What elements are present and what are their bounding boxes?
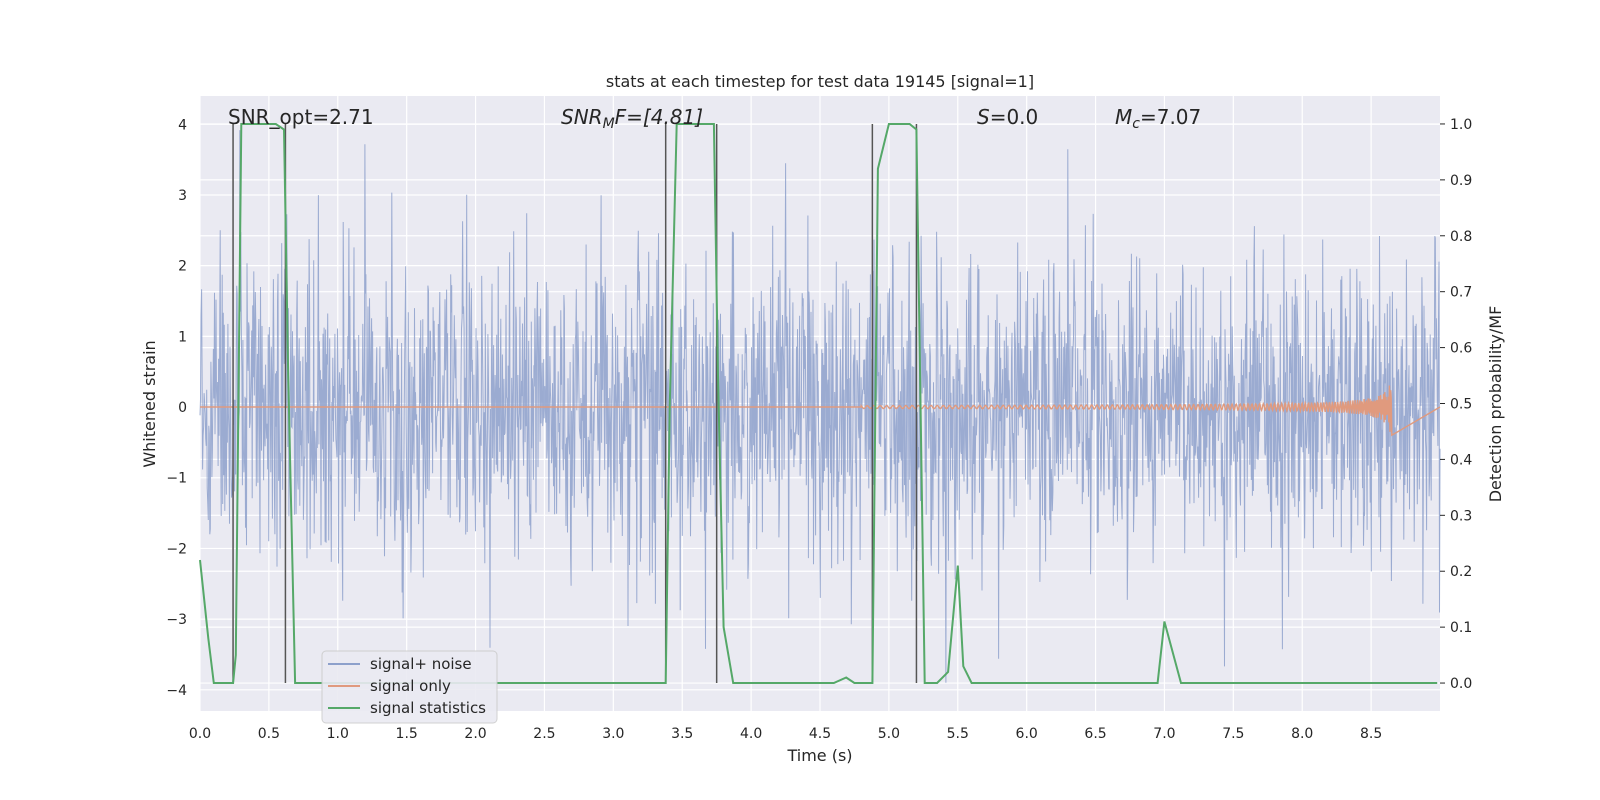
x-tick-label: 5.0 xyxy=(878,726,900,742)
y-axis-label-left: Whitened strain xyxy=(140,340,159,467)
y-tick-label-right: 0.1 xyxy=(1450,620,1472,636)
y-tick-label-right: 0.3 xyxy=(1450,508,1472,524)
x-tick-label: 0.0 xyxy=(189,726,211,742)
x-axis-label: Time (s) xyxy=(786,746,852,765)
y-tick-labels-right: 0.0 0.1 0.2 0.3 0.4 0.5 0.6 0.7 0.8 0.9 1.0 xyxy=(1440,117,1472,692)
y-tick-label-left: −2 xyxy=(166,541,187,557)
x-tick-label: 6.5 xyxy=(1084,726,1106,742)
y-tick-label-right: 0.8 xyxy=(1450,229,1472,245)
chart-title: stats at each timestep for test data 191… xyxy=(606,72,1034,91)
x-tick-label: 4.0 xyxy=(740,726,762,742)
annotation-snr-opt: SNR_opt=2.71 xyxy=(228,105,374,129)
legend-label-stats: signal statistics xyxy=(370,699,486,717)
x-tick-label: 7.5 xyxy=(1222,726,1244,742)
y-tick-label-right: 0.0 xyxy=(1450,676,1472,692)
annotation-snr-mf: SNRMF=[4.81] xyxy=(561,105,703,132)
y-tick-label-left: 1 xyxy=(178,329,187,345)
grid xyxy=(199,96,1440,711)
x-tick-label: 3.5 xyxy=(671,726,693,742)
legend: signal+ noise signal only signal statist… xyxy=(321,650,498,724)
legend-label-noise: signal+ noise xyxy=(370,655,472,673)
vertical-markers xyxy=(232,123,918,684)
x-tick-labels: 0.0 0.5 1.0 1.5 2.0 2.5 3.0 3.5 4.0 4.5 5.0 5.5 6.0 6… xyxy=(189,726,1382,742)
y-tick-label-left: 0 xyxy=(178,400,187,416)
x-tick-label: 2.5 xyxy=(533,726,555,742)
x-tick-label: 3.0 xyxy=(602,726,624,742)
y-tick-label-right: 1.0 xyxy=(1450,117,1472,133)
y-tick-label-left: −3 xyxy=(166,612,187,628)
signal-noise-series xyxy=(199,130,1441,683)
y-tick-label-left: 3 xyxy=(178,188,187,204)
y-tick-label-right: 0.5 xyxy=(1450,397,1472,413)
x-tick-label: 1.0 xyxy=(327,726,349,742)
x-tick-label: 4.5 xyxy=(809,726,831,742)
y-tick-label-right: 0.7 xyxy=(1450,285,1472,301)
x-tick-label: 2.0 xyxy=(464,726,486,742)
legend-label-signal: signal only xyxy=(370,677,451,695)
y-tick-label-left: 4 xyxy=(178,117,187,133)
x-tick-label: 8.5 xyxy=(1360,726,1382,742)
x-tick-label: 8.0 xyxy=(1291,726,1313,742)
y-axis-label-right: Detection probability/MF xyxy=(1486,306,1505,503)
signal-only-line xyxy=(200,385,1441,437)
annotation-s: S=0.0 xyxy=(977,105,1038,129)
signal-statistics-series xyxy=(199,123,1438,684)
x-tick-label: 5.5 xyxy=(947,726,969,742)
x-tick-label: 6.0 xyxy=(1016,726,1038,742)
x-tick-label: 1.5 xyxy=(396,726,418,742)
y-tick-labels-left: −4 −3 −2 −1 0 1 2 3 4 xyxy=(166,117,187,699)
y-tick-label-left: 2 xyxy=(178,259,187,275)
y-tick-label-right: 0.4 xyxy=(1450,452,1472,468)
y-tick-label-right: 0.6 xyxy=(1450,341,1472,357)
y-tick-label-left: −1 xyxy=(166,471,187,487)
signal-statistics-line xyxy=(199,123,1438,684)
annotation-mc: Mc=7.07 xyxy=(1115,105,1201,132)
y-tick-label-right: 0.2 xyxy=(1450,564,1472,580)
signal-only-series xyxy=(200,385,1441,437)
y-tick-label-left: −4 xyxy=(166,683,187,699)
y-tick-label-right: 0.9 xyxy=(1450,173,1472,189)
legend-box xyxy=(321,650,498,724)
x-tick-label: 7.0 xyxy=(1153,726,1175,742)
noise-line xyxy=(199,130,1441,683)
x-tick-label: 0.5 xyxy=(258,726,280,742)
